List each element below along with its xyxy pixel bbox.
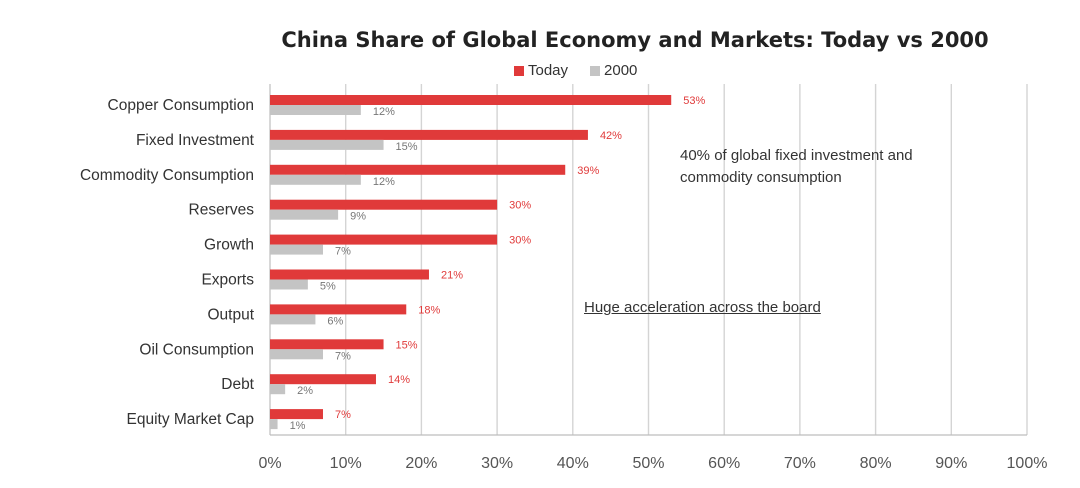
annotation-fixed-investment: 40% of global fixed investment and commo…: [680, 147, 913, 186]
bar-today: [270, 199, 498, 210]
bar-2000: [270, 105, 361, 115]
data-label-today: 7%: [335, 409, 351, 421]
bar-2000: [270, 384, 286, 395]
x-tick-label: 0%: [258, 455, 281, 472]
legend: Today 2000: [514, 62, 637, 79]
category-label: Reserves: [189, 202, 255, 219]
category-label: Debt: [221, 376, 254, 393]
x-tick-label: 10%: [330, 455, 362, 472]
category-label: Copper Consumption: [108, 97, 254, 114]
data-label-2000: 7%: [335, 246, 351, 258]
x-tick-label: 80%: [860, 455, 892, 472]
category-label: Commodity Consumption: [80, 167, 254, 184]
data-label-today: 21%: [441, 270, 463, 282]
legend-label-today: Today: [528, 62, 569, 79]
bar-2000: [270, 139, 384, 150]
data-label-2000: 9%: [350, 211, 366, 223]
x-tick-label: 100%: [1007, 455, 1048, 472]
x-tick-label: 30%: [481, 455, 513, 472]
data-label-2000: 1%: [290, 420, 306, 432]
x-tick-label: 20%: [405, 455, 437, 472]
bar-today: [270, 164, 566, 175]
data-label-today: 14%: [388, 374, 410, 386]
bar-today: [270, 339, 384, 350]
category-label: Output: [207, 306, 254, 323]
data-label-2000: 5%: [320, 281, 336, 293]
category-label: Exports: [201, 272, 254, 289]
bar-today: [270, 304, 407, 315]
category-label: Fixed Investment: [136, 132, 255, 149]
data-label-today: 30%: [509, 200, 531, 212]
legend-label-2000: 2000: [604, 62, 638, 79]
bar-2000: [270, 244, 323, 255]
data-label-2000: 7%: [335, 350, 351, 362]
legend-swatch-2000: [590, 65, 601, 76]
bar-2000: [270, 174, 361, 185]
bar-2000: [270, 349, 323, 360]
bar-today: [270, 409, 323, 420]
data-label-today: 42%: [600, 130, 622, 142]
bar-2000: [270, 209, 339, 220]
x-tick-label: 90%: [935, 455, 967, 472]
x-tick-label: 40%: [557, 455, 589, 472]
chart-title: China Share of Global Economy and Market…: [281, 28, 989, 52]
data-label-2000: 2%: [297, 385, 313, 397]
data-label-today: 18%: [418, 304, 440, 316]
data-label-today: 53%: [683, 95, 705, 107]
data-label-today: 15%: [396, 339, 418, 351]
bar-2000: [270, 314, 316, 325]
data-label-2000: 12%: [373, 106, 395, 118]
category-label: Oil Consumption: [139, 341, 254, 358]
x-tick-label: 50%: [632, 455, 664, 472]
category-label: Equity Market Cap: [127, 411, 255, 428]
category-label: Growth: [204, 237, 254, 254]
bar-today: [270, 374, 376, 385]
data-label-today: 39%: [577, 165, 599, 177]
bar-today: [270, 129, 588, 140]
data-label-2000: 6%: [327, 315, 343, 327]
bar-today: [270, 95, 672, 105]
data-label-2000: 12%: [373, 176, 395, 188]
bar-2000: [270, 419, 278, 430]
annotation-acceleration: Huge acceleration across the board: [584, 299, 821, 316]
data-label-2000: 15%: [396, 141, 418, 153]
legend-swatch-today: [514, 65, 524, 76]
bar-today: [270, 234, 498, 245]
bar-2000: [270, 279, 308, 290]
legend-item-2000: 2000: [590, 62, 637, 79]
legend-item-today: Today: [514, 62, 568, 79]
x-tick-label: 70%: [784, 455, 816, 472]
data-label-today: 30%: [509, 235, 531, 247]
x-tick-label: 60%: [708, 455, 740, 472]
bar-today: [270, 269, 429, 280]
